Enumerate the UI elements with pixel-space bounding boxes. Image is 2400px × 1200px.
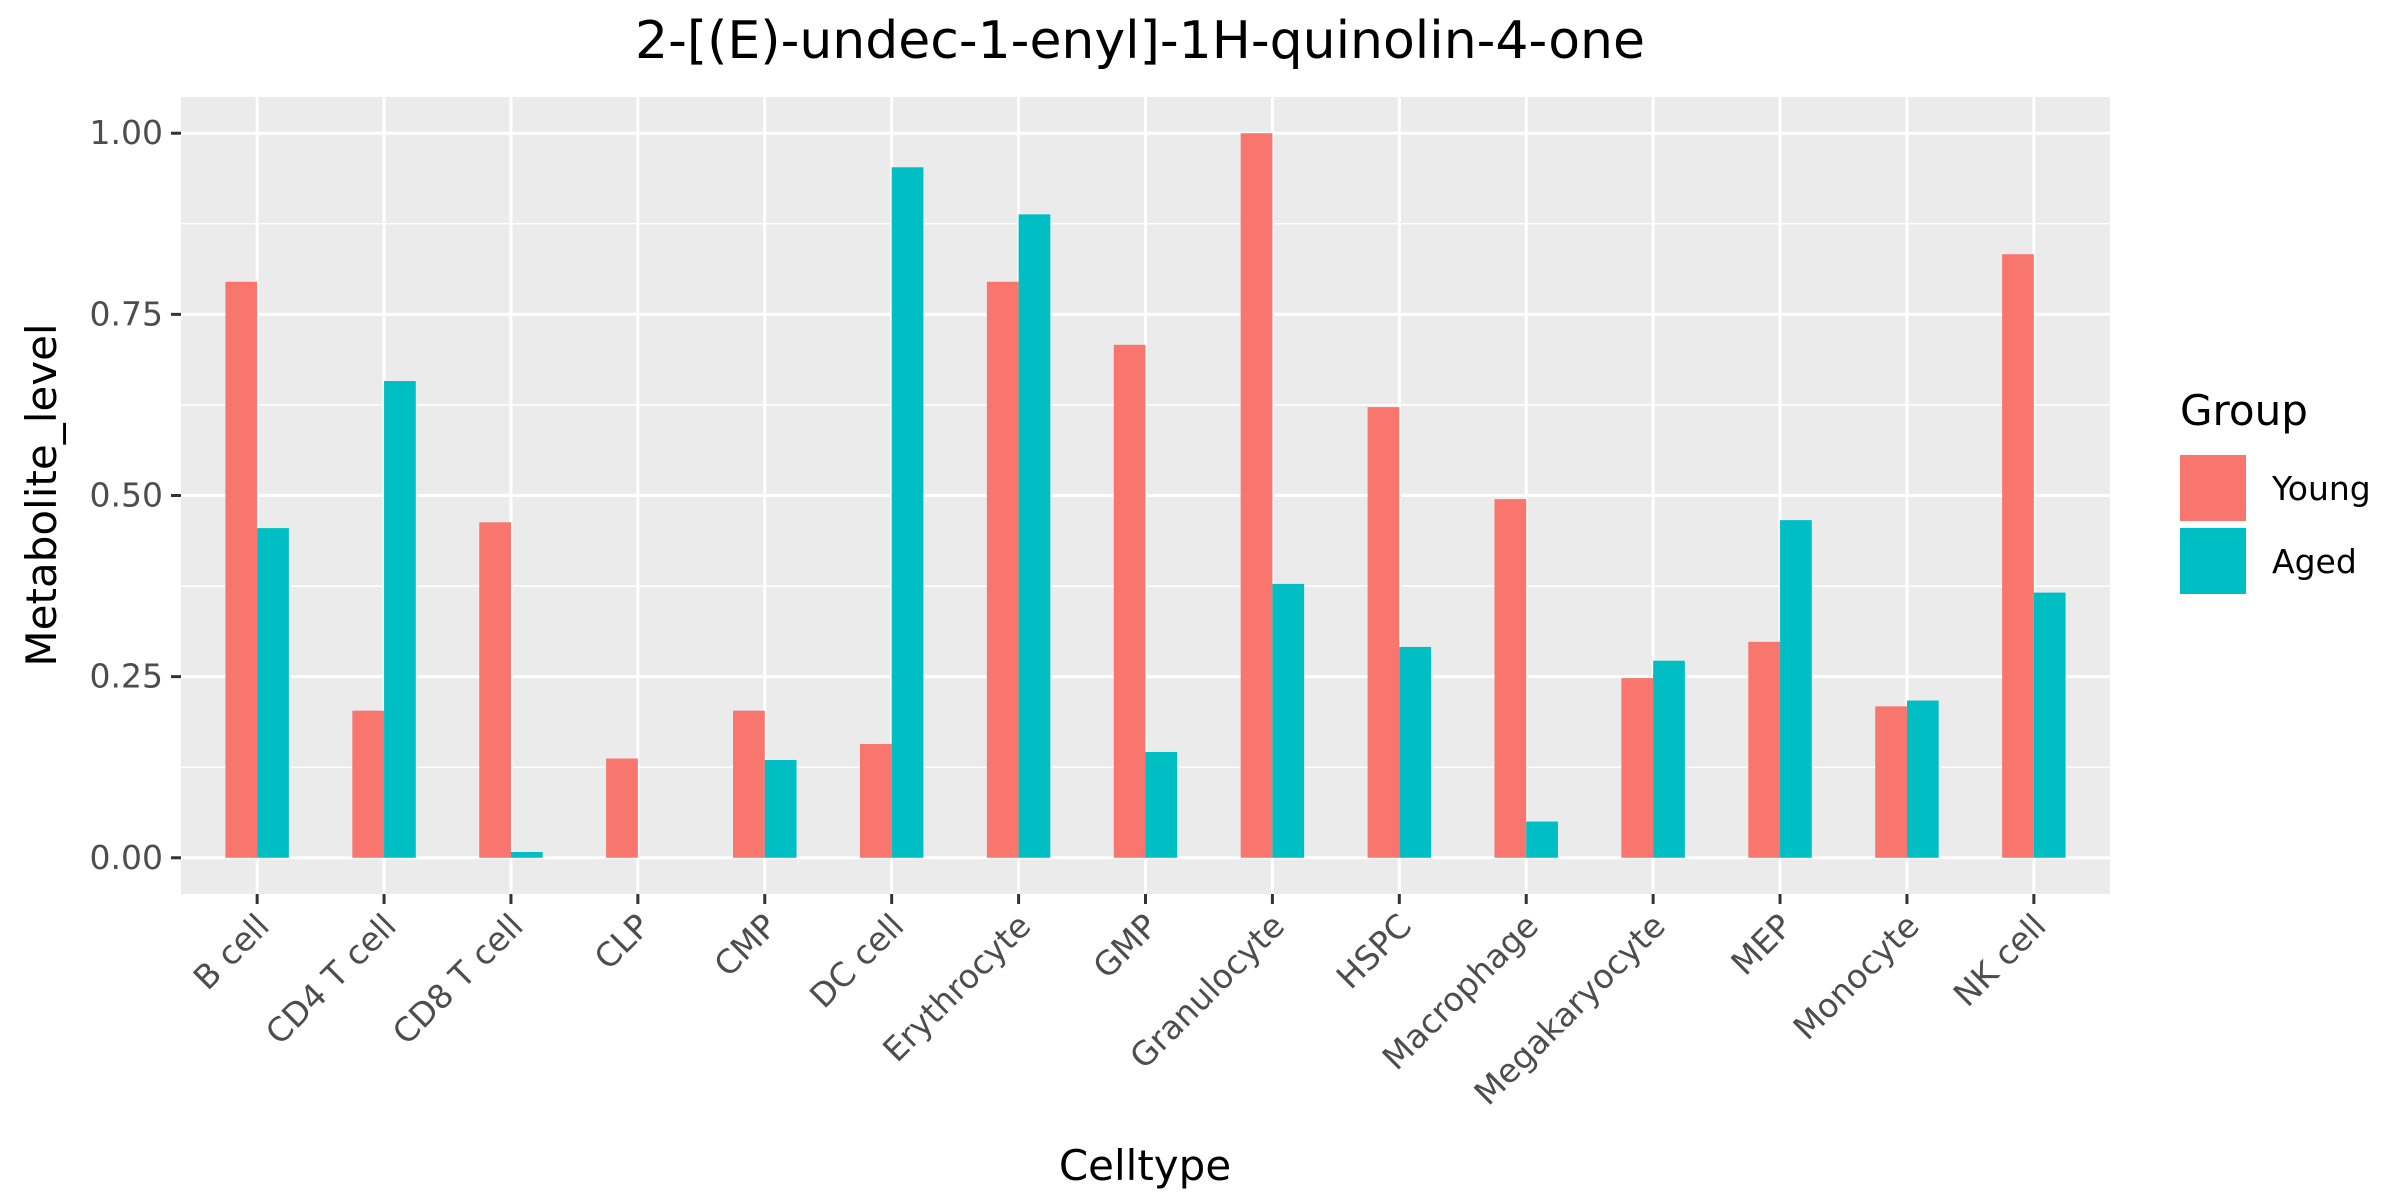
bar-aged-gmp [1145,751,1178,858]
x-tick-label: CD4 T cell [258,906,404,1052]
bar-young-clp [606,758,638,858]
bar-young-b-cell [225,281,258,858]
bar-young-granulocyte [1240,133,1273,858]
bar-aged-b-cell [257,528,289,858]
x-tick-label: CD8 T cell [385,906,531,1052]
legend-key-aged [2180,528,2246,594]
x-tick-label: NK cell [1946,906,2054,1014]
bar-young-gmp [1113,344,1146,858]
bar-young-cd4-t-cell [352,710,385,858]
legend: Group Young Aged [2180,386,2371,594]
bar-aged-granulocyte [1272,583,1305,858]
bar-young-dc-cell [859,744,892,858]
bar-young-erythrocyte [986,281,1019,858]
y-axis: 0.00 0.25 0.50 0.75 1.00 [90,113,181,877]
bar-young-mep [1748,641,1781,858]
bar-aged-nk-cell [2033,592,2066,858]
legend-title: Group [2180,386,2308,435]
legend-key-young [2180,455,2246,521]
bar-aged-erythrocyte [1018,214,1051,858]
x-tick-label: MEP [1723,906,1800,983]
bar-aged-dc-cell [891,167,924,858]
bar-young-nk-cell [2002,254,2034,858]
bar-aged-megakaryocyte [1653,660,1685,858]
x-tick-label: HSPC [1329,906,1419,996]
bar-aged-hspc [1399,646,1432,858]
bar-aged-mep [1780,520,1812,858]
x-tick-label: CLP [587,906,658,977]
x-tick-label: Monocyte [1785,906,1926,1047]
bar-young-megakaryocyte [1621,678,1654,858]
legend-label-young: Young [2271,469,2371,508]
y-tick-label: 0.50 [90,476,163,515]
chart-title: 2-[(E)-undec-1-enyl]-1H-quinolin-4-one [635,11,1645,71]
bar-aged-cd4-t-cell [384,381,416,858]
bars [225,133,2066,858]
legend-label-aged: Aged [2272,542,2357,581]
bar-young-monocyte [1875,706,1907,858]
bar-young-hspc [1367,407,1400,858]
y-axis-title: Metabolite_level [17,323,66,666]
y-tick-label: 1.00 [90,113,163,152]
bar-aged-macrophage [1526,821,1558,858]
bar-young-macrophage [1494,499,1527,858]
x-axis-title: Celltype [1059,1141,1231,1190]
x-tick-label: DC cell [802,906,911,1015]
bar-aged-cd8-t-cell [510,851,543,858]
bar-young-cd8-t-cell [479,522,511,858]
x-tick-label: GMP [1085,906,1165,986]
bar-aged-cmp [764,759,797,858]
y-tick-label: 0.25 [90,657,163,696]
y-tick-label: 0.00 [90,838,163,877]
x-tick-label: CMP [706,906,784,984]
bar-aged-monocyte [1906,700,1939,858]
x-tick-label: B cell [186,906,277,997]
y-tick-label: 0.75 [90,294,163,333]
bar-young-cmp [733,710,765,858]
